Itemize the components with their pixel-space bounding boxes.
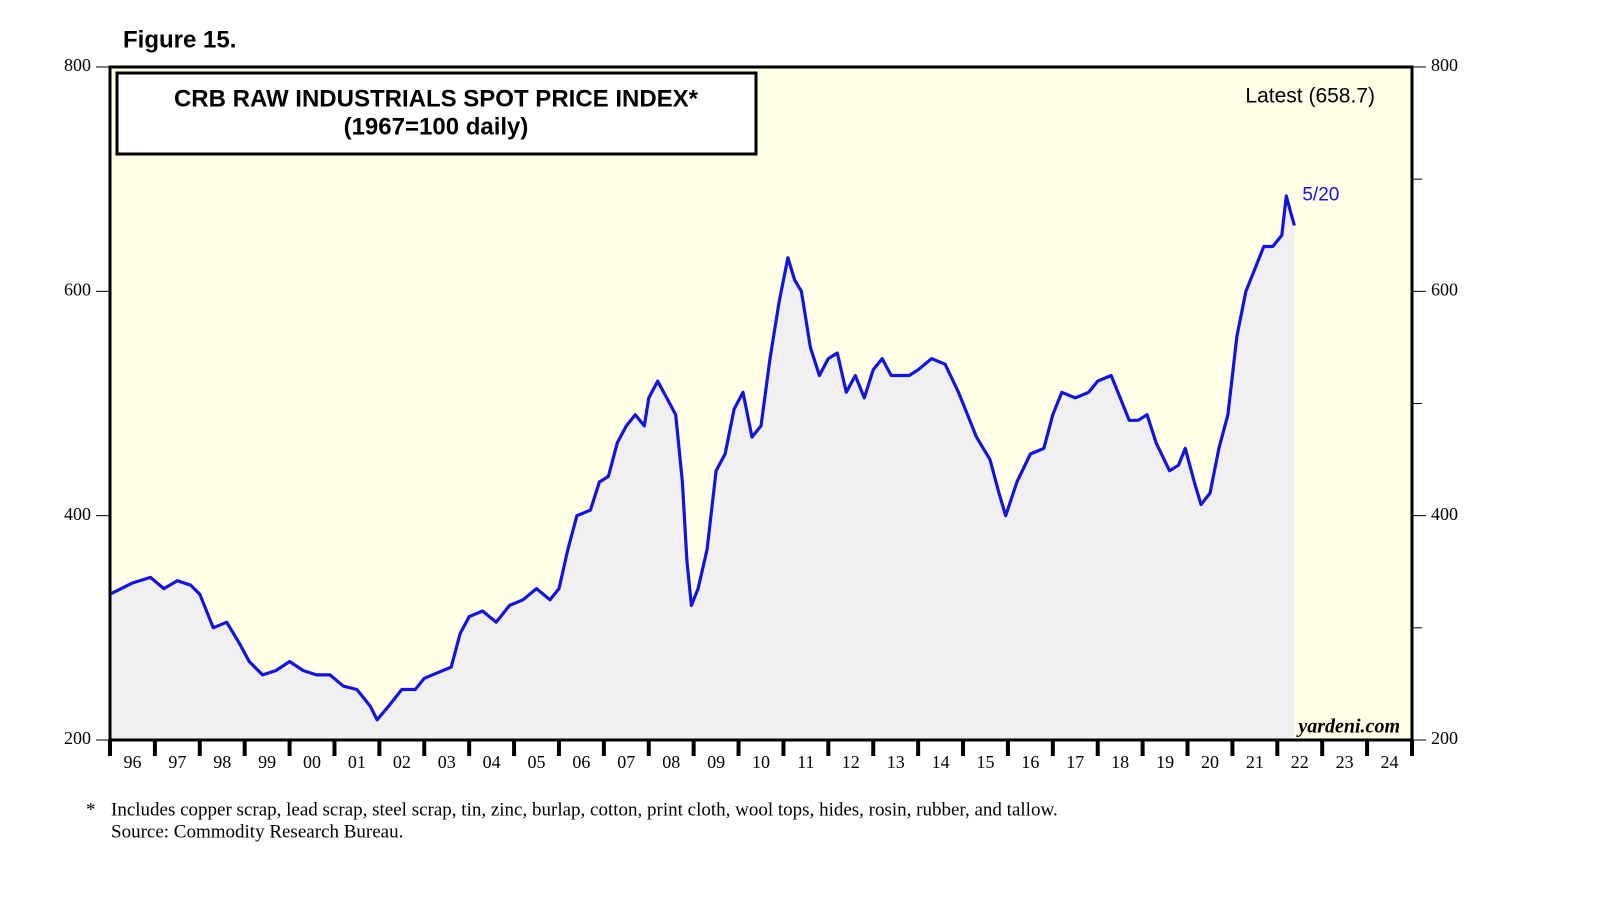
x-tick-label: 06: [572, 752, 590, 772]
x-tick-label: 96: [123, 752, 141, 772]
chart-title: CRB RAW INDUSTRIALS SPOT PRICE INDEX*: [174, 85, 699, 112]
footnote: Includes copper scrap, lead scrap, steel…: [111, 799, 1058, 820]
x-tick-label: 11: [797, 752, 814, 772]
y-tick-label: 400: [64, 504, 91, 524]
y-tick-label: 200: [64, 728, 91, 748]
x-tick-label: 02: [393, 752, 411, 772]
x-tick-label: 23: [1336, 752, 1354, 772]
chart-subtitle: (1967=100 daily): [344, 113, 529, 140]
y2-tick-label: 800: [1431, 55, 1458, 75]
x-tick-label: 15: [976, 752, 994, 772]
x-tick-label: 97: [168, 752, 186, 772]
date-annotation: 5/20: [1302, 185, 1339, 206]
x-tick-label: 01: [348, 752, 366, 772]
footnote: Source: Commodity Research Bureau.: [111, 821, 403, 842]
price-line: [109, 194, 1296, 722]
x-tick-label: 04: [483, 752, 501, 772]
x-tick-label: 09: [707, 752, 725, 772]
x-tick-label: 03: [438, 752, 456, 772]
x-tick-label: 07: [617, 752, 635, 772]
plot-area: 5/20 200 200 400 400 600 600 800 800 96 97 98 99 00 01…: [64, 55, 1458, 772]
area-fill: [110, 196, 1295, 740]
x-tick-label: 24: [1381, 752, 1399, 772]
y-tick-label: 800: [64, 55, 91, 75]
source-site: yardeni.com: [1296, 716, 1400, 738]
y-tick-label: 600: [64, 279, 91, 299]
y2-tick-label: 200: [1431, 728, 1458, 748]
x-tick-label: 12: [842, 752, 860, 772]
x-tick-label: 08: [662, 752, 680, 772]
x-tick-label: 05: [528, 752, 546, 772]
x-tick-label: 20: [1201, 752, 1219, 772]
x-tick-label: 99: [258, 752, 276, 772]
y2-tick-label: 400: [1431, 504, 1458, 524]
figure-label: Figure 15.: [123, 26, 236, 53]
title-box: [115, 71, 758, 156]
x-tick-label: 10: [752, 752, 770, 772]
x-tick-label: 14: [932, 752, 950, 772]
x-tick-label: 18: [1111, 752, 1129, 772]
x-tick-label: 98: [213, 752, 231, 772]
footnote-marker: *: [86, 799, 96, 820]
y2-tick-label: 600: [1431, 279, 1458, 299]
x-tick-label: 16: [1021, 752, 1039, 772]
x-tick-label: 17: [1066, 752, 1084, 772]
x-tick-label: 13: [887, 752, 905, 772]
latest-annotation: Latest (658.7): [1245, 85, 1375, 108]
x-tick-label: 19: [1156, 752, 1174, 772]
x-tick-label: 21: [1246, 752, 1264, 772]
x-tick-label: 00: [303, 752, 321, 772]
x-tick-label: 22: [1291, 752, 1309, 772]
